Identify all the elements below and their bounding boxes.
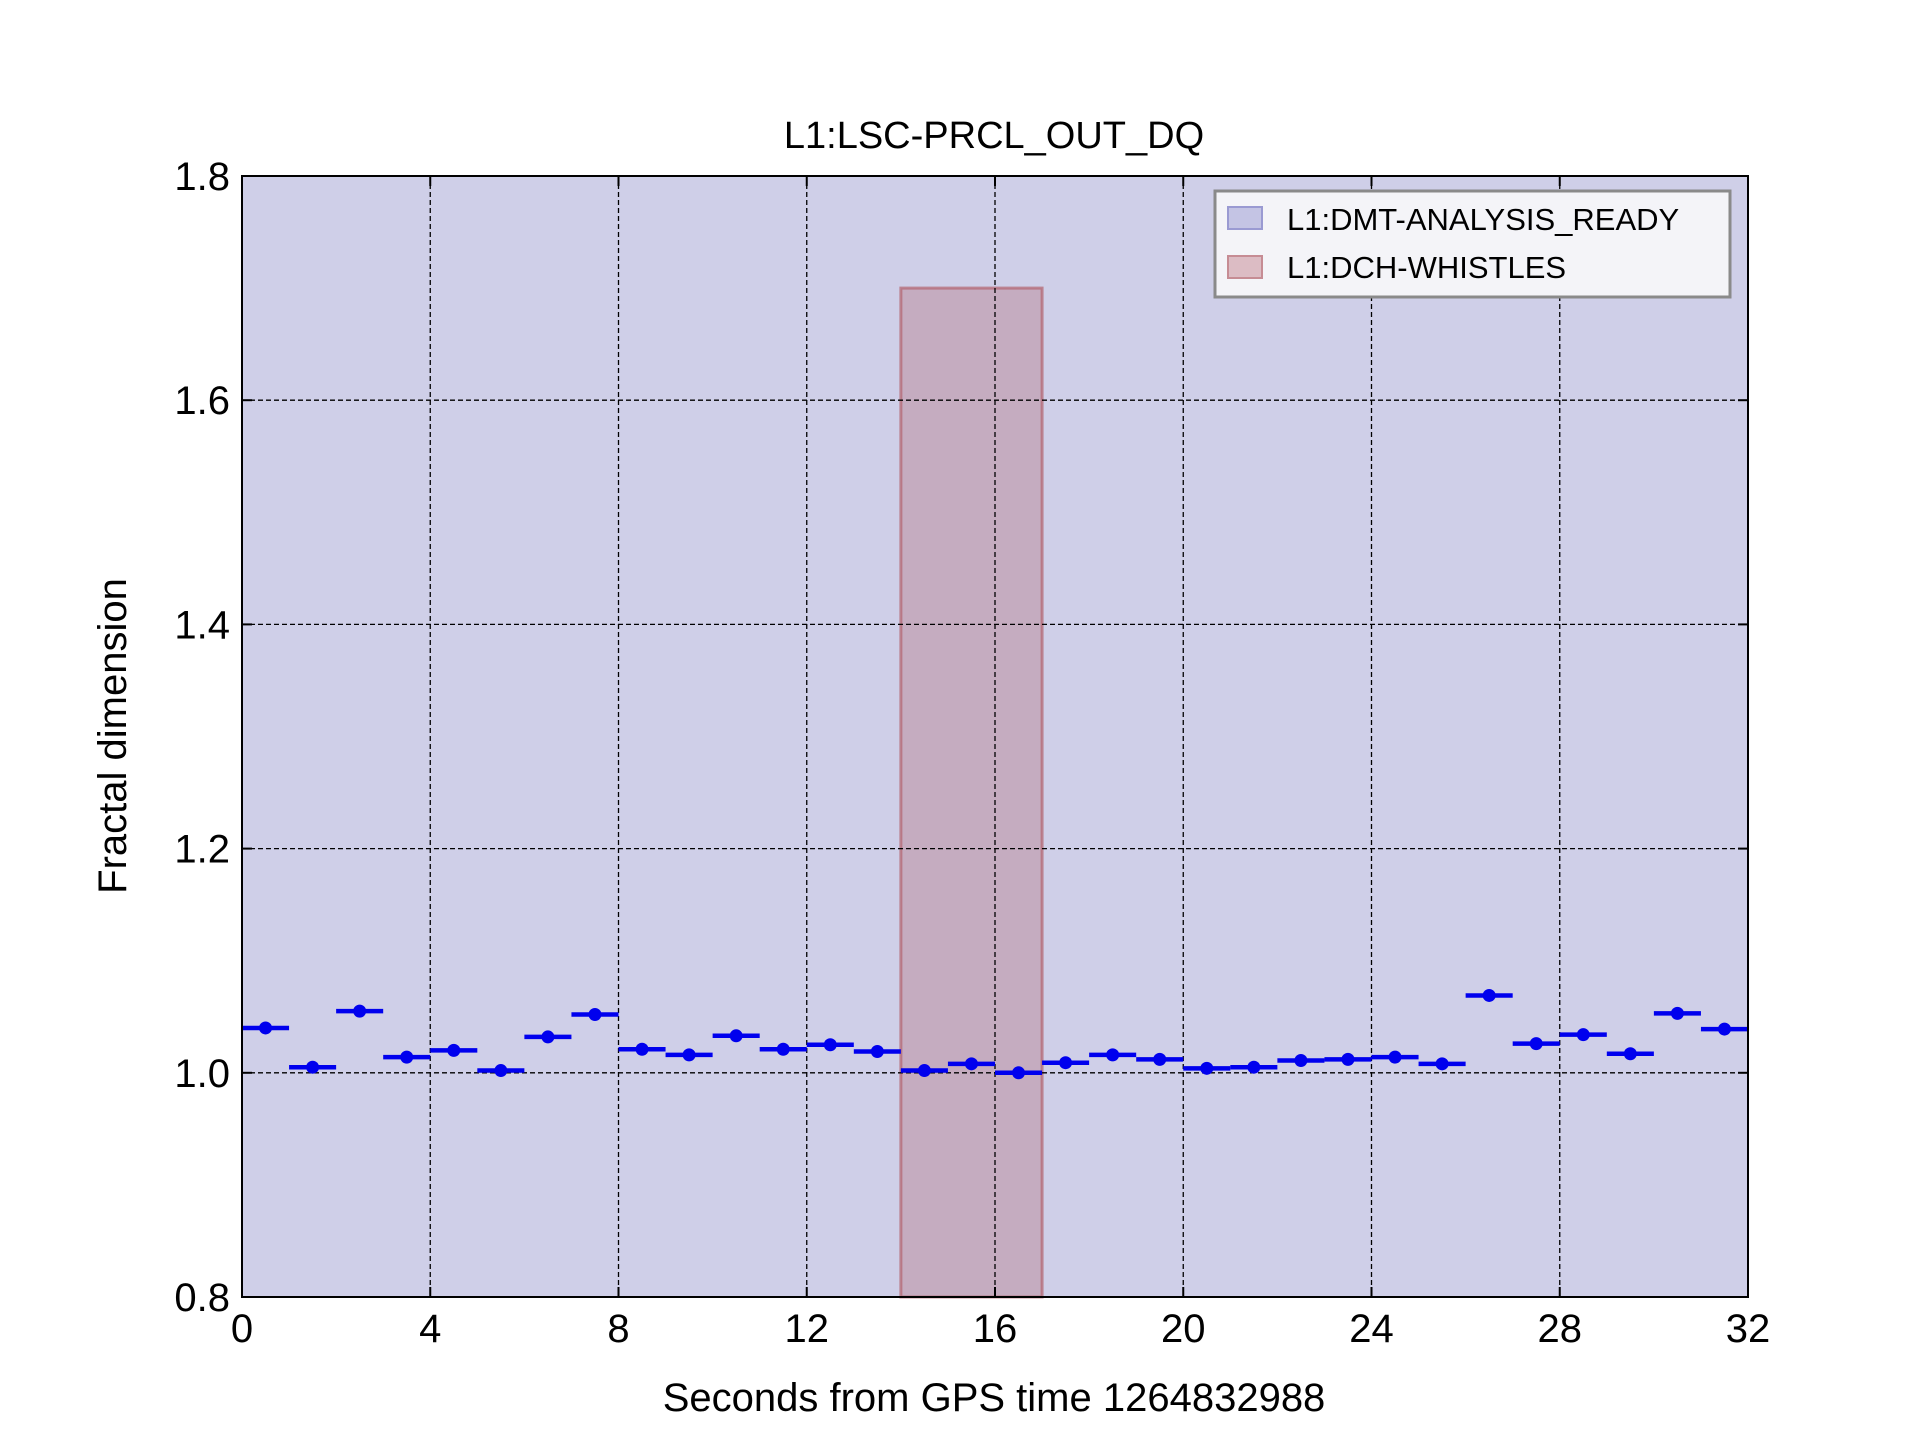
y-tick-label: 0.8: [174, 1276, 230, 1320]
data-point: [823, 1038, 837, 1052]
x-tick-label: 20: [1161, 1307, 1206, 1351]
legend-label-whistles: L1:DCH-WHISTLES: [1287, 250, 1566, 285]
data-point: [400, 1050, 414, 1064]
data-point: [1388, 1050, 1402, 1064]
data-point: [776, 1042, 790, 1056]
x-tick-label: 24: [1349, 1307, 1394, 1351]
data-point: [1623, 1047, 1637, 1061]
data-point: [1576, 1028, 1590, 1042]
data-point: [1059, 1056, 1073, 1070]
data-point: [259, 1021, 273, 1035]
segment-l1-dch-whistles: [899, 286, 1044, 1299]
chart-title: L1:LSC-PRCL_OUT_DQ: [784, 115, 1204, 157]
data-point: [588, 1008, 602, 1022]
data-point: [447, 1043, 461, 1057]
x-tick-label: 28: [1538, 1307, 1583, 1351]
y-tick-label: 1.2: [174, 828, 230, 872]
data-point: [1106, 1048, 1120, 1062]
data-point: [1482, 988, 1496, 1002]
data-point: [917, 1064, 931, 1078]
data-point: [1247, 1060, 1261, 1074]
y-axis-label: Fractal dimension: [91, 578, 135, 894]
data-point: [1012, 1066, 1026, 1080]
data-point: [729, 1029, 743, 1043]
data-point: [1670, 1006, 1684, 1020]
data-point: [1529, 1037, 1543, 1051]
data-point: [1200, 1061, 1214, 1075]
data-point: [964, 1057, 978, 1071]
x-tick-label: 4: [419, 1307, 441, 1351]
legend-swatch-analysis-ready: [1227, 206, 1263, 230]
y-tick-label: 1.8: [174, 155, 230, 199]
x-tick-label: 16: [973, 1307, 1018, 1351]
data-point: [635, 1042, 649, 1056]
y-tick-label: 1.4: [174, 603, 230, 647]
data-point: [1153, 1052, 1167, 1066]
x-tick-label: 12: [785, 1307, 830, 1351]
legend-swatch-whistles: [1227, 255, 1263, 279]
data-point: [353, 1004, 367, 1018]
x-tick-label: 8: [607, 1307, 629, 1351]
data-point: [494, 1064, 508, 1078]
data-series: [242, 988, 1748, 1080]
legend-label-analysis-ready: L1:DMT-ANALYSIS_READY: [1287, 202, 1679, 237]
data-point: [306, 1060, 320, 1074]
axis-ticks: 0 4 8 12 16 20 24 28 32 0.8 1.0 1.2 1.4 1.6 1.8: [174, 155, 1770, 1351]
data-point: [1435, 1057, 1449, 1071]
data-point: [1341, 1052, 1355, 1066]
x-axis-label: Seconds from GPS time 1264832988: [663, 1376, 1326, 1420]
y-tick-label: 1.0: [174, 1052, 230, 1096]
data-point: [870, 1045, 884, 1059]
data-point: [1717, 1022, 1731, 1036]
data-point: [682, 1048, 696, 1062]
y-tick-label: 1.6: [174, 379, 230, 423]
data-point: [1294, 1053, 1308, 1067]
legend: L1:DMT-ANALYSIS_READY L1:DCH-WHISTLES: [1213, 189, 1732, 299]
x-tick-label: 32: [1726, 1307, 1771, 1351]
legend-frame: [1213, 189, 1732, 299]
data-point: [541, 1030, 555, 1044]
x-tick-label: 0: [231, 1307, 253, 1351]
